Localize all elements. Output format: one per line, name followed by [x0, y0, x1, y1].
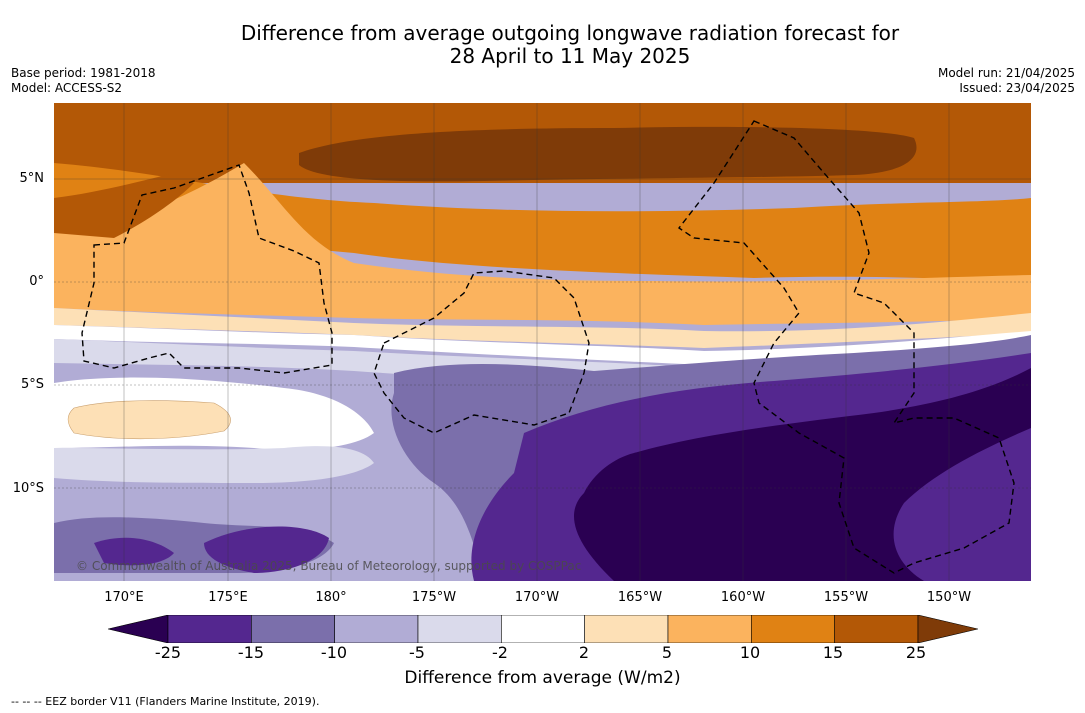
eez-border-central — [373, 270, 590, 434]
colorbar — [108, 615, 978, 643]
lon-label-175e: 175°E — [208, 590, 248, 605]
lon-label-170e: 170°E — [104, 590, 144, 605]
issued-date: Issued: 23/04/2025 — [959, 81, 1075, 95]
eez-footnote: -- -- -- EEZ border V11 (Flanders Marine… — [11, 695, 320, 708]
colorbar-extend-low — [108, 615, 169, 643]
lon-label-155w: 155°W — [823, 590, 869, 605]
colorbar-segment — [251, 615, 335, 643]
strong-negative-core — [574, 368, 1031, 581]
colorbar-tick: 25 — [905, 643, 927, 662]
meta-left: Base period: 1981-2018 Model: ACCESS-S2 — [11, 66, 156, 96]
lat-label-10s: 10°S — [12, 481, 44, 496]
lon-label-170w: 170°W — [514, 590, 560, 605]
eez-border-west — [81, 164, 333, 374]
forecast-map — [54, 103, 1031, 581]
colorbar-segment — [584, 615, 669, 643]
colorbar-tick: -25 — [154, 643, 182, 662]
colorbar-tick: -2 — [492, 643, 508, 662]
lat-label-0: 0° — [29, 274, 44, 289]
colorbar-tick: 2 — [578, 643, 590, 662]
colorbar-segment — [334, 615, 419, 643]
colorbar-segment — [751, 615, 835, 643]
band-white — [54, 325, 1031, 365]
band-pale-orange — [54, 308, 1031, 348]
title-line-2: 28 April to 11 May 2025 — [449, 44, 691, 68]
lon-label-165w: 165°W — [617, 590, 663, 605]
lat-label-5s: 5°S — [20, 377, 44, 392]
model-name: Model: ACCESS-S2 — [11, 81, 123, 95]
colorbar-label: Difference from average (W/m2) — [404, 668, 681, 688]
colorbar-tick: 10 — [739, 643, 761, 662]
model-run: Model run: 21/04/2025 — [937, 66, 1075, 80]
purple-sw-core — [94, 537, 174, 566]
base-period: Base period: 1981-2018 — [11, 66, 156, 80]
pale-orange-blob — [67, 400, 231, 440]
colorbar-tick: -5 — [409, 643, 425, 662]
band-orange — [54, 163, 1031, 283]
lon-label-160w: 160°W — [720, 590, 766, 605]
strong-positive-core — [299, 126, 917, 182]
lat-label-5n: 5°N — [19, 171, 45, 186]
colorbar-segment — [501, 615, 585, 643]
lon-label-180: 180° — [315, 590, 347, 605]
copyright-notice: © Commonwealth of Australia 2025, Bureau… — [76, 559, 582, 573]
colorbar-extend-high — [917, 615, 978, 643]
lavender-west — [54, 446, 374, 483]
eez-border-east — [677, 120, 1015, 574]
colorbar-tick: 5 — [661, 643, 673, 662]
colorbar-segment — [417, 615, 502, 643]
colorbar-segment — [167, 615, 252, 643]
colorbar-tick: 15 — [822, 643, 844, 662]
colorbar-segments — [108, 615, 978, 643]
map-title: Difference from average outgoing longwav… — [120, 22, 1020, 68]
colorbar-segment — [834, 615, 919, 643]
olr-anomaly-map — [54, 103, 1031, 581]
lon-label-175w: 175°W — [411, 590, 457, 605]
colorbar-tick: -10 — [320, 643, 348, 662]
purple-sw-core-2 — [204, 526, 329, 573]
band-light-orange — [54, 163, 1031, 325]
title-line-1: Difference from average outgoing longwav… — [240, 21, 900, 45]
lon-label-150w: 150°W — [926, 590, 972, 605]
graticule — [54, 103, 1031, 581]
colorbar-segment — [667, 615, 752, 643]
eez-borders — [81, 120, 1015, 574]
colorbar-tick: -15 — [237, 643, 265, 662]
meta-right: Model run: 21/04/2025 Issued: 23/04/2025 — [938, 66, 1075, 96]
